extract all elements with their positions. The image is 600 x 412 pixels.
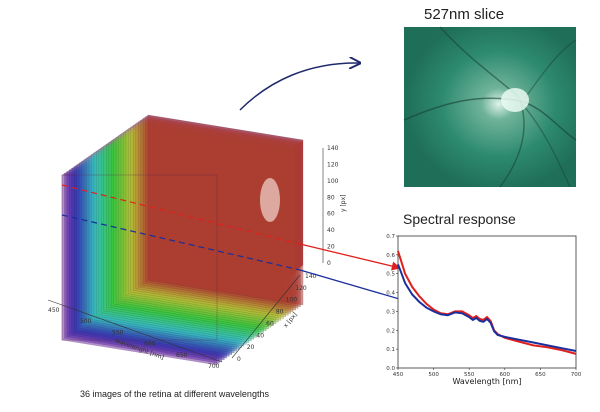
y-tick-label: 140 xyxy=(327,145,339,152)
x-tick-label: 100 xyxy=(286,297,298,304)
chart-x-tick-label: 600 xyxy=(500,372,511,378)
hyperspectral-cube xyxy=(61,114,304,366)
chart-y-tick-label: 0.0 xyxy=(386,366,395,372)
y-tick-label: 120 xyxy=(327,161,339,168)
retina-slice-image xyxy=(403,26,577,188)
figure-caption: 36 images of the retina at different wav… xyxy=(80,389,269,399)
spectral-title: Spectral response xyxy=(403,211,516,227)
x-axis-line xyxy=(231,274,301,359)
chart-y-tick-label: 0.6 xyxy=(386,253,395,259)
chart-y-tick-label: 0.4 xyxy=(386,291,395,297)
chart-x-tick-label: 550 xyxy=(464,372,475,378)
y-tick-label: 0 xyxy=(327,260,331,267)
chart-x-tick-label: 700 xyxy=(571,372,582,378)
red-sample-line-dashed xyxy=(61,184,301,245)
optic-disc-highlight xyxy=(260,178,280,222)
wavelength-tick-label: 700 xyxy=(208,363,220,370)
wavelength-tick-label: 650 xyxy=(176,352,188,359)
chart-y-tick-label: 0.5 xyxy=(386,272,395,278)
y-tick-label: 80 xyxy=(327,194,335,201)
spectral-chart: 450 500 550 600 650 700 0.0 0.1 0.2 0.3 0.4 0.5 0.6… xyxy=(386,234,581,386)
chart-x-tick-label: 450 xyxy=(393,372,404,378)
x-tick-label: 80 xyxy=(276,309,284,316)
blue-sample-line-dashed xyxy=(61,214,301,271)
chart-y-tick-label: 0.2 xyxy=(386,328,395,334)
y-tick-label: 20 xyxy=(327,244,335,251)
curved-arrow xyxy=(239,63,360,111)
y-axis-label: y [px] xyxy=(340,195,347,213)
cube-front-face xyxy=(61,174,218,341)
wavelength-tick-label: 450 xyxy=(48,307,60,314)
chart-xlabel: Wavelength [nm] xyxy=(452,377,521,386)
chart-x-tick-label: 500 xyxy=(428,372,439,378)
red-spectrum-line xyxy=(397,250,577,355)
cube-slice xyxy=(147,114,304,306)
x-tick-label: 140 xyxy=(305,273,317,280)
wavelength-axis-line xyxy=(47,299,223,363)
x-tick-label: 40 xyxy=(256,332,264,339)
y-tick-label: 40 xyxy=(327,227,335,234)
chart-y-tick-label: 0.7 xyxy=(386,234,395,240)
x-tick-label: 0 xyxy=(237,356,241,363)
blue-spectrum-line xyxy=(397,263,577,352)
x-tick-label: 120 xyxy=(295,285,307,292)
red-sample-arrow xyxy=(299,243,401,271)
slice-title: 527nm slice xyxy=(424,6,505,23)
x-tick-label: 60 xyxy=(266,320,274,327)
cube-slices xyxy=(61,114,304,366)
chart-x-tick-label: 650 xyxy=(535,372,546,378)
chart-y-tick-label: 0.1 xyxy=(386,347,395,353)
wavelength-tick-label: 600 xyxy=(144,341,156,348)
chart-y-tick-label: 0.3 xyxy=(386,309,395,315)
wavelength-tick-label: 550 xyxy=(112,329,124,336)
y-tick-label: 60 xyxy=(327,211,335,218)
y-tick-label: 100 xyxy=(327,178,339,185)
wavelength-tick-label: 500 xyxy=(80,318,92,325)
x-tick-label: 20 xyxy=(247,344,255,351)
